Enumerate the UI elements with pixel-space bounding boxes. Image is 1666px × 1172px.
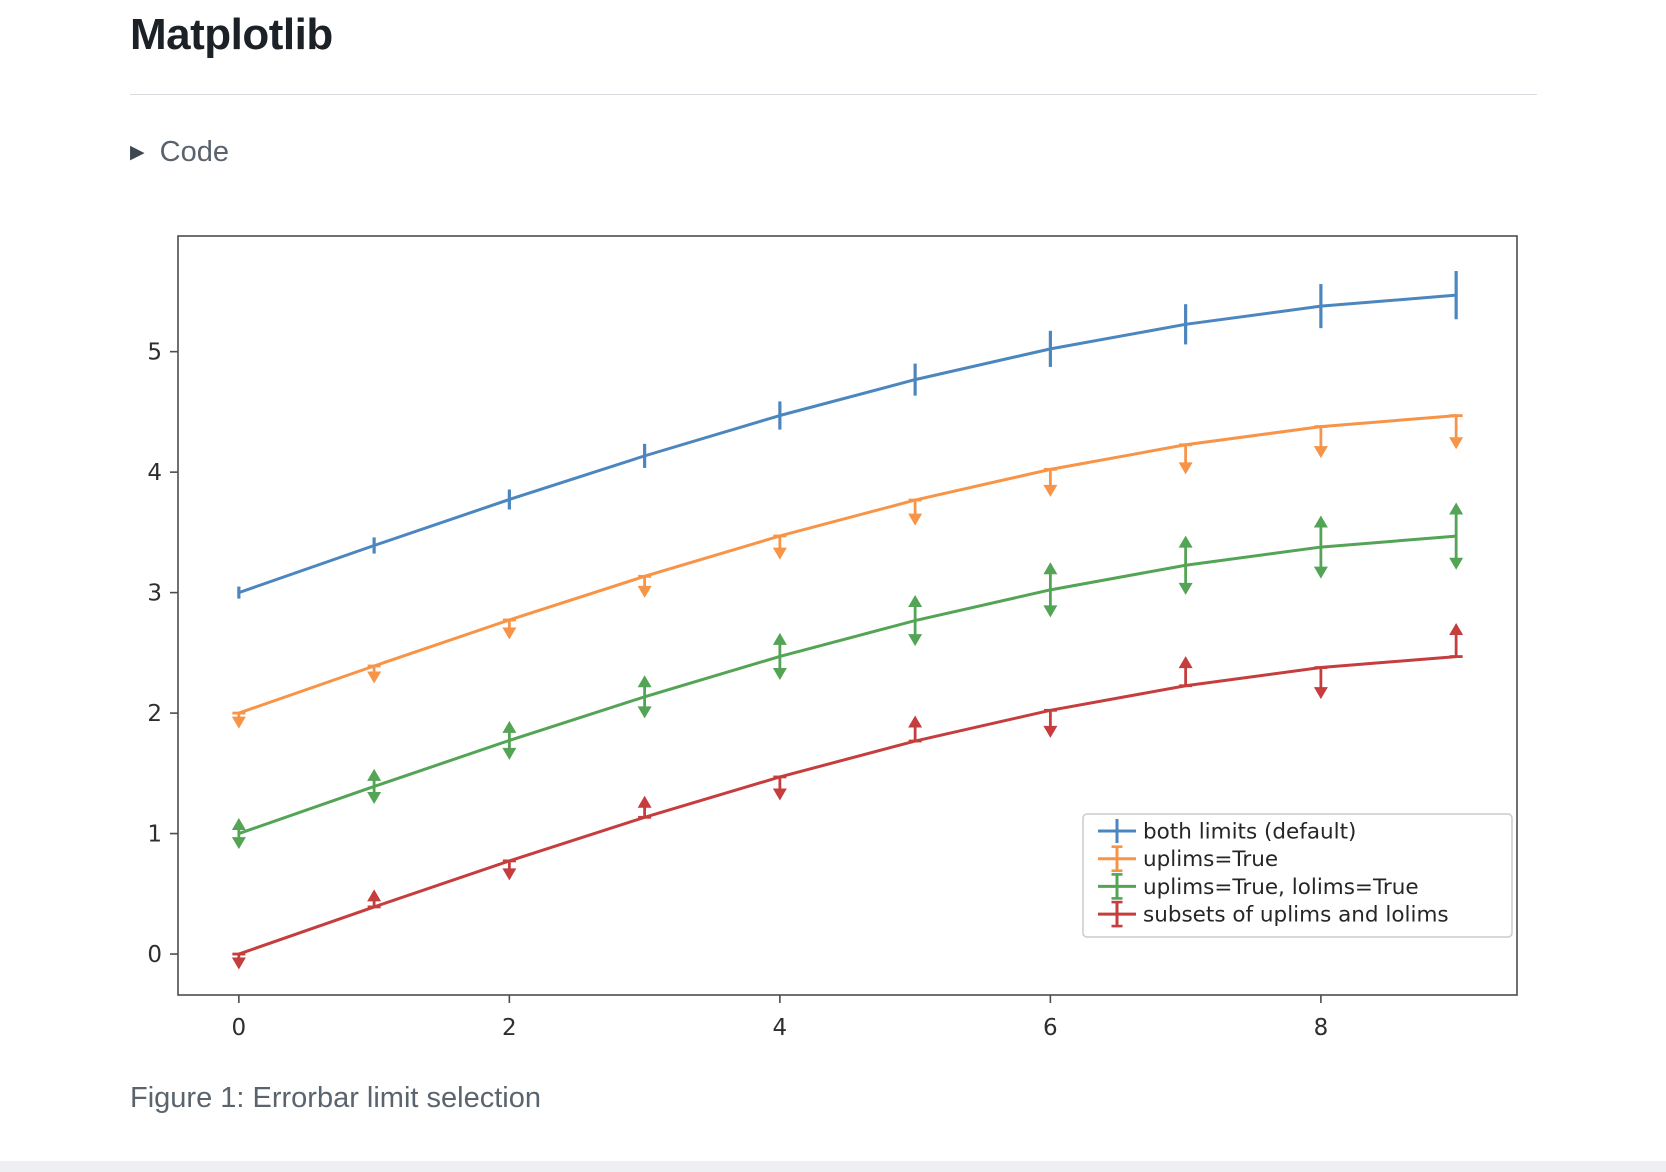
- legend-label: subsets of uplims and lolims: [1143, 903, 1449, 928]
- limit-arrow: [1178, 656, 1193, 669]
- limit-arrow: [908, 513, 923, 526]
- limit-arrow: [637, 706, 652, 719]
- x-tick-label: 0: [232, 1015, 247, 1041]
- limit-arrow: [772, 632, 787, 645]
- limit-arrow: [1043, 562, 1058, 575]
- limit-arrow: [908, 634, 923, 647]
- limit-arrow: [231, 818, 246, 831]
- code-toggle-label: Code: [159, 136, 229, 168]
- limit-arrow: [1043, 605, 1058, 618]
- legend-label: uplims=True: [1143, 847, 1278, 872]
- series-line: [237, 655, 1458, 956]
- limit-arrow: [1313, 687, 1328, 700]
- y-tick-label: 2: [147, 701, 162, 727]
- limit-arrow: [772, 788, 787, 801]
- limit-arrow: [231, 716, 246, 729]
- legend-box: [1082, 813, 1513, 938]
- limit-arrow: [1178, 582, 1193, 595]
- limit-arrow: [367, 889, 382, 902]
- limit-arrow: [502, 627, 517, 640]
- limit-arrow: [231, 957, 246, 970]
- limit-arrow: [231, 837, 246, 850]
- figure-caption: Figure 1: Errorbar limit selection: [130, 1082, 541, 1114]
- series-line: [237, 414, 1458, 715]
- limit-arrow: [908, 715, 923, 728]
- limit-arrow: [772, 668, 787, 681]
- limit-arrow: [908, 595, 923, 608]
- series-line: [237, 534, 1458, 836]
- limit-arrow: [1043, 484, 1058, 497]
- triangle-right-icon: ▶: [130, 142, 145, 163]
- limit-arrow: [1313, 446, 1328, 459]
- limit-arrow: [1449, 557, 1464, 570]
- code-toggle[interactable]: ▶ Code: [130, 136, 229, 169]
- limit-arrow: [367, 792, 382, 805]
- page-title: Matplotlib: [130, 10, 333, 59]
- x-tick-label: 8: [1314, 1015, 1329, 1041]
- limit-arrow: [1449, 437, 1464, 450]
- legend-label: uplims=True, lolims=True: [1143, 875, 1419, 900]
- limit-arrow: [502, 720, 517, 733]
- x-tick-label: 6: [1043, 1015, 1058, 1041]
- x-tick-label: 4: [773, 1015, 788, 1041]
- limit-arrow: [637, 795, 652, 808]
- x-tick-label: 2: [502, 1015, 517, 1041]
- series-line: [237, 293, 1458, 595]
- legend-label: both limits (default): [1143, 820, 1356, 845]
- limit-arrow: [502, 747, 517, 760]
- limit-arrow: [367, 768, 382, 781]
- limit-arrow: [637, 675, 652, 688]
- limit-arrow: [1178, 535, 1193, 548]
- page-bottom-edge: [0, 1161, 1666, 1172]
- y-tick-label: 0: [147, 942, 162, 968]
- plot-frame: [177, 235, 1518, 996]
- limit-arrow: [502, 868, 517, 881]
- limit-arrow: [1043, 725, 1058, 738]
- y-tick-label: 3: [147, 581, 162, 607]
- limit-arrow: [1313, 566, 1328, 579]
- limit-arrow: [637, 585, 652, 598]
- title-divider: [130, 94, 1537, 95]
- limit-arrow: [1449, 622, 1464, 635]
- limit-arrow: [772, 547, 787, 560]
- y-tick-label: 5: [147, 340, 162, 366]
- y-tick-label: 4: [147, 460, 162, 486]
- y-tick-label: 1: [147, 822, 162, 848]
- limit-arrow: [1178, 462, 1193, 475]
- limit-arrow: [367, 671, 382, 684]
- limit-arrow: [1313, 515, 1328, 528]
- limit-arrow: [1449, 502, 1464, 515]
